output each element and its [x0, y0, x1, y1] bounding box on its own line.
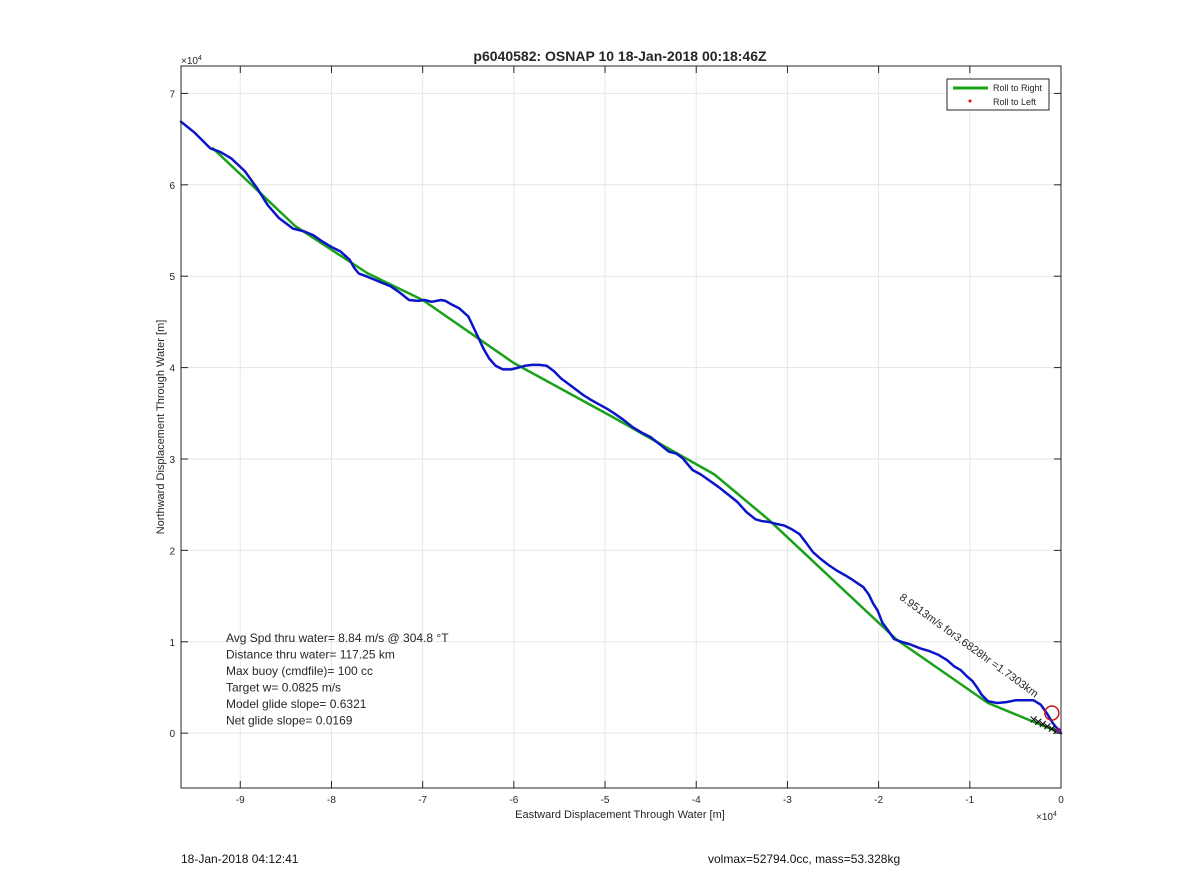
x-tick-label: -2 — [874, 795, 883, 806]
series-line-track — [179, 120, 1063, 735]
y-tick-label: 0 — [169, 729, 175, 740]
x-tick-label: 0 — [1058, 795, 1064, 806]
segment-annotation: 8.9513m/s for3.6828hr =1.7303km — [897, 592, 1040, 701]
origin-mark — [1030, 716, 1037, 723]
axis-ticks: -9 -8 -7 -6 -5 -4 -3 -2 -1 0 0 1 2 3 4 5 6 7 — [169, 66, 1064, 806]
x-tick-label: -4 — [692, 795, 701, 806]
y-tick-label: 7 — [169, 89, 175, 100]
x-tick-label: -5 — [601, 795, 610, 806]
y-exponent-base: ×10 — [181, 56, 198, 67]
stats-line: Distance thru water= 117.25 km — [226, 648, 395, 662]
x-exponent-base: ×10 — [1036, 812, 1053, 823]
y-axis-label: Northward Displacement Through Water [m] — [155, 320, 167, 535]
x-axis-label: Eastward Displacement Through Water [m] — [515, 809, 725, 821]
stats-line: Target w= 0.0825 m/s — [226, 681, 341, 695]
legend: Roll to Right Roll to Left — [946, 78, 1050, 111]
svg-text:×104: ×104 — [181, 55, 202, 67]
legend-box — [946, 78, 1050, 111]
x-tick-label: -1 — [965, 795, 974, 806]
y-tick-label: 3 — [169, 455, 175, 466]
stats-line: Avg Spd thru water= 8.84 m/s @ 304.8 °T — [226, 631, 449, 645]
x-exponent-label: ×104 — [1036, 811, 1057, 823]
origin-mark — [1034, 718, 1042, 726]
origin-mark — [1039, 720, 1047, 728]
stats-line: Max buoy (cmdfile)= 100 cc — [226, 664, 373, 678]
x-tick-label: -7 — [418, 795, 427, 806]
footer-volmax-mass: volmax=52794.0cc, mass=53.328kg — [708, 852, 901, 866]
y-tick-label: 4 — [169, 364, 175, 375]
x-tick-label: -3 — [783, 795, 792, 806]
legend-label-roll-right: Roll to Right — [993, 83, 1043, 93]
footer-timestamp: 18-Jan-2018 04:12:41 — [181, 852, 299, 866]
y-tick-label: 5 — [169, 272, 175, 283]
y-exponent-label: ×104 — [181, 55, 202, 67]
chart-title: p6040582: OSNAP 10 18-Jan-2018 00:18:46Z — [473, 48, 767, 64]
legend-label-roll-left: Roll to Left — [993, 97, 1037, 107]
svg-text:×104: ×104 — [1036, 811, 1057, 823]
origin-dot — [1055, 727, 1061, 733]
x-tick-label: -9 — [236, 795, 245, 806]
x-tick-label: -6 — [509, 795, 518, 806]
x-exponent-power: 4 — [1053, 811, 1057, 818]
y-exponent-power: 4 — [198, 55, 202, 62]
axes-box — [180, 65, 1062, 789]
origin-mark — [1043, 722, 1051, 730]
y-tick-label: 6 — [169, 181, 175, 192]
y-tick-label: 1 — [169, 638, 175, 649]
grid-lines — [181, 66, 1062, 788]
end-marker — [1044, 705, 1060, 721]
stats-block: Avg Spd thru water= 8.84 m/s @ 304.8 °T D… — [226, 631, 449, 728]
y-tick-label: 2 — [169, 546, 175, 557]
series-line-roll-right — [211, 147, 1063, 735]
stats-line: Net glide slope= 0.0169 — [226, 714, 353, 728]
origin-mark — [1048, 725, 1056, 732]
stats-line: Model glide slope= 0.6321 — [226, 697, 367, 711]
series-group — [179, 120, 1063, 735]
x-tick-label: -8 — [327, 795, 336, 806]
legend-swatch-roll-left — [968, 99, 972, 103]
